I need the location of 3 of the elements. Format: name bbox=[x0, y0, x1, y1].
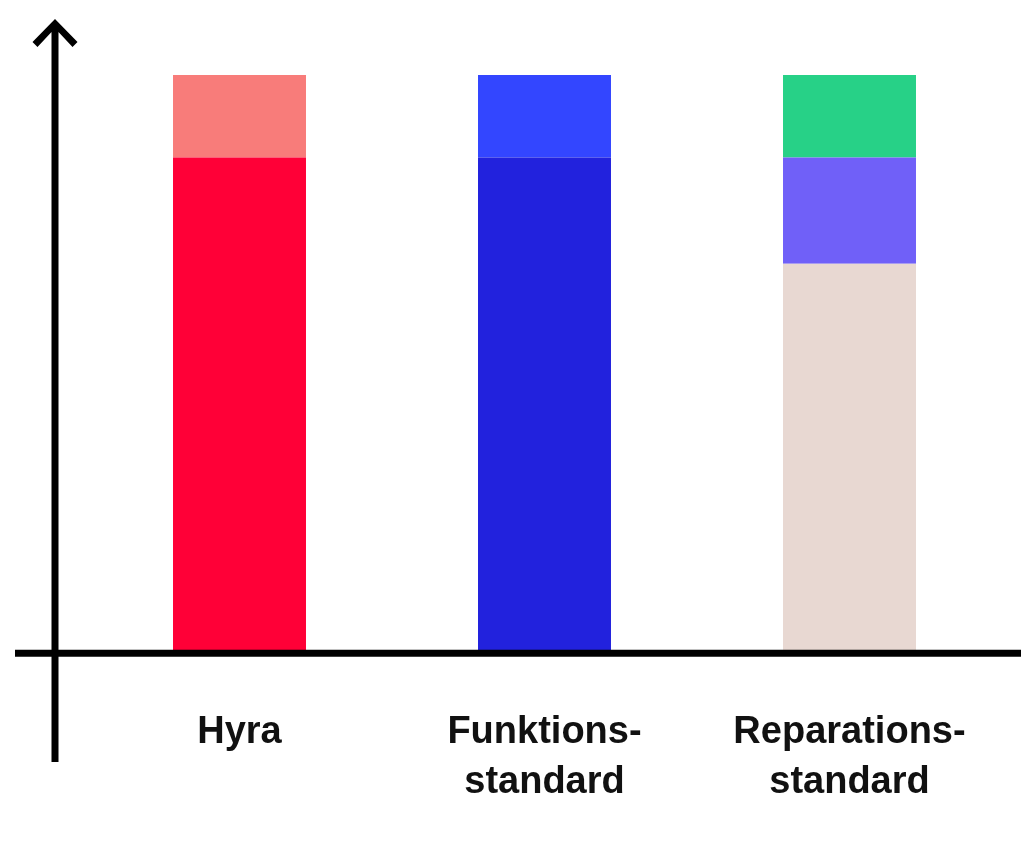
x-tick-label: Hyra bbox=[197, 709, 283, 752]
x-tick-label: Reparations-standard bbox=[733, 709, 966, 801]
x-tick-label: Funktions-standard bbox=[447, 709, 642, 801]
